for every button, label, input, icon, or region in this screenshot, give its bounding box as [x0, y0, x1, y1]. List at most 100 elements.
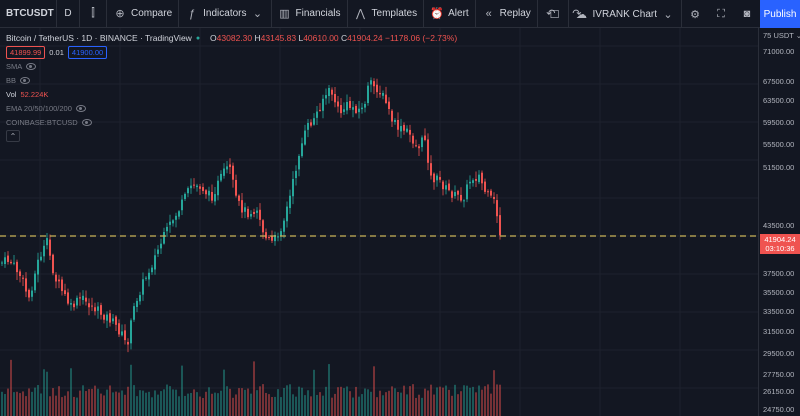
candle-body [181, 199, 183, 211]
publish-button[interactable]: Publish [760, 0, 800, 28]
candle-body [367, 85, 369, 103]
compare-label: Compare [131, 8, 173, 19]
volume-bar [385, 392, 387, 416]
redo-button[interactable]: ↷ [564, 0, 590, 28]
candle-body [379, 93, 381, 95]
camera-icon: ◙ [743, 8, 751, 20]
snapshot-button[interactable]: ◙ [734, 0, 760, 28]
volume-bar [49, 396, 51, 416]
candle-body [391, 110, 393, 122]
candle-body [103, 314, 105, 320]
candle-body [13, 262, 15, 264]
volume-bar [52, 388, 54, 416]
indicator-bb[interactable]: BB [6, 73, 457, 87]
financials-button[interactable]: ▥ Financials [272, 0, 347, 28]
eye-icon[interactable] [26, 62, 37, 70]
volume-bar [439, 386, 441, 416]
volume-bar [223, 369, 225, 416]
indicators-button[interactable]: ƒ Indicators ⌄ [179, 0, 270, 28]
templates-button[interactable]: ⋀ Templates [348, 0, 424, 28]
layout-name-button[interactable]: ☁ IVRANK Chart ⌄ [569, 0, 681, 28]
volume-bar [166, 384, 168, 416]
toolbar-divider [270, 0, 272, 28]
candle-body [52, 254, 54, 274]
volume-bar [115, 391, 117, 416]
undo-button[interactable]: ↶ [538, 0, 564, 28]
volume-bar [313, 369, 315, 416]
candle-body [451, 191, 453, 198]
fullscreen-icon: ⛶ [717, 7, 725, 20]
volume-bar [106, 389, 108, 416]
volume-bar [433, 394, 435, 416]
candle-body [277, 236, 279, 238]
volume-bar [421, 397, 423, 416]
candle-body [466, 184, 468, 200]
candle-body [133, 306, 135, 320]
top-toolbar: BTCUSDT D ⫿ ⊕ Compare ƒ Indicators ⌄ ▥ Finan… [0, 0, 800, 28]
eye-icon[interactable] [20, 76, 31, 84]
volume-bar [304, 395, 306, 416]
candle-body [151, 267, 153, 273]
volume-bar [136, 396, 138, 416]
volume-bar [124, 394, 126, 416]
eye-icon[interactable] [81, 118, 92, 126]
price-tick-label: 55500.00 [763, 140, 795, 149]
candle-body [55, 274, 57, 282]
indicator-sma[interactable]: SMA [6, 59, 457, 73]
indicator-ema[interactable]: EMA 20/50/100/200 [6, 101, 457, 115]
candle-body [175, 215, 177, 220]
volume-bar [388, 390, 390, 416]
collapse-legend-button[interactable]: ⌃ [6, 130, 20, 142]
price-tick-label: 51500.00 [763, 163, 795, 172]
volume-bar [220, 390, 222, 416]
volume-bar [169, 386, 171, 416]
candle-body [304, 130, 306, 145]
settings-button[interactable]: ⚙ [682, 0, 708, 28]
volume-bar [445, 385, 447, 416]
volume-bar [274, 396, 276, 416]
candle-body [403, 124, 405, 131]
price-axis[interactable]: 75 USDT ⌄ 71000.00 67500.00 63500.00 59500.… [758, 28, 800, 416]
symbol-title[interactable]: Bitcoin / TetherUS · 1D · BINANCE · Trad… [6, 33, 192, 43]
buy-button[interactable]: 41900.00 [67, 45, 108, 59]
compare-button[interactable]: ⊕ Compare [107, 0, 178, 28]
volume-bar [346, 386, 348, 416]
symbol-search[interactable]: BTCUSDT [6, 8, 54, 19]
volume-bar [349, 391, 351, 416]
interval-button[interactable]: D [64, 8, 72, 19]
indicator-vol[interactable]: Vol 52.224K [6, 89, 49, 99]
candlestick-chart[interactable] [0, 28, 758, 416]
fullscreen-button[interactable]: ⛶ [708, 0, 734, 28]
volume-bar [379, 390, 381, 416]
candle-body [499, 215, 501, 236]
volume-bar [139, 390, 141, 416]
eye-icon[interactable] [75, 104, 86, 112]
layout-toggle-button[interactable]: ☐ [542, 0, 568, 28]
candle-body [400, 126, 402, 132]
candle-body [91, 305, 93, 307]
candle-body [316, 111, 318, 118]
candle-body [352, 107, 354, 110]
indicator-compare[interactable]: COINBASE:BTCUSD [6, 115, 457, 129]
candle-body [10, 261, 12, 264]
alarm-clock-icon: ⏰ [430, 8, 444, 20]
toolbar-divider [474, 0, 476, 28]
volume-bar [382, 395, 384, 416]
volume-bar [76, 397, 78, 416]
toolbar-divider [423, 0, 425, 28]
candle-body [169, 221, 171, 225]
volume-bar [157, 394, 159, 416]
candle-body [490, 190, 492, 196]
candle-body [76, 297, 78, 306]
alert-button[interactable]: ⏰ Alert [424, 0, 475, 28]
chart-style-button[interactable]: ⫿ [80, 0, 106, 28]
candle-body [334, 94, 336, 103]
price-tick-label: 29500.00 [763, 349, 795, 358]
volume-bar [178, 396, 180, 416]
replay-button[interactable]: « Replay [476, 0, 537, 28]
volume-bar [100, 393, 102, 416]
rewind-icon: « [485, 7, 492, 20]
chart-pane[interactable] [0, 28, 758, 416]
sell-button[interactable]: 41899.99 [6, 45, 46, 59]
volume-bar [85, 391, 87, 416]
